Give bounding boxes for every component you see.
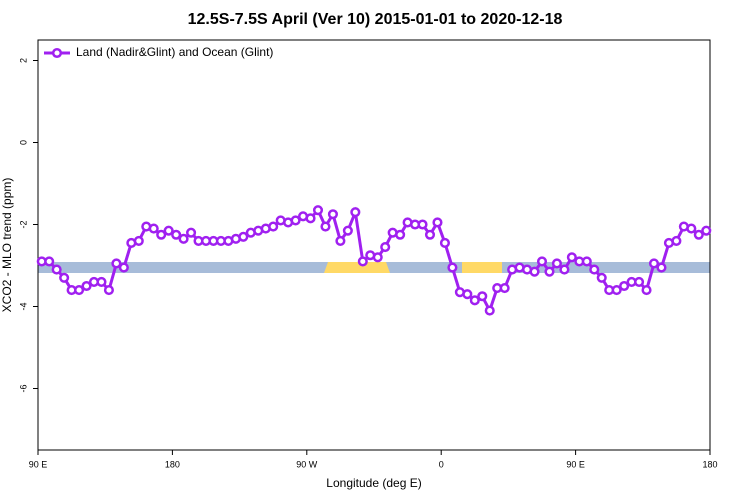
point: [701, 225, 712, 236]
y-axis-label: XCO2 - MLO trend (ppm): [0, 178, 14, 313]
point: [693, 229, 704, 240]
point: [544, 266, 555, 277]
point: [81, 280, 92, 292]
x-tick-label: 90 E: [566, 459, 585, 469]
legend-marker: [51, 47, 63, 59]
point: [312, 205, 324, 216]
x-tick-label: 90 E: [29, 459, 48, 469]
point: [327, 209, 338, 220]
point: [589, 264, 600, 275]
x-tick-label: 180: [702, 459, 717, 469]
land-band: [324, 262, 390, 273]
legend-label: Land (Nadir&Glint) and Ocean (Glint): [76, 45, 273, 59]
y-tick-label: -4: [18, 302, 28, 310]
point: [566, 252, 577, 263]
point: [268, 221, 279, 232]
point: [342, 225, 353, 236]
point: [596, 272, 607, 283]
x-tick-label: 180: [165, 459, 180, 469]
point: [581, 256, 592, 267]
point: [380, 242, 391, 253]
point: [424, 229, 436, 240]
point: [163, 225, 174, 236]
point: [499, 283, 510, 294]
x-axis-label: Longitude (deg E): [326, 476, 421, 490]
point: [439, 237, 450, 248]
surface-band: [38, 262, 710, 273]
point: [477, 291, 488, 302]
point: [529, 266, 540, 277]
point: [417, 219, 428, 230]
point: [469, 295, 480, 306]
point: [350, 207, 361, 218]
point: [619, 280, 630, 292]
point: [357, 256, 368, 267]
x-tick-label: 0: [439, 459, 444, 469]
point: [111, 258, 122, 269]
point: [536, 256, 548, 267]
point: [133, 235, 144, 246]
point: [156, 229, 167, 240]
point: [447, 262, 458, 273]
point: [103, 285, 114, 296]
point: [395, 229, 406, 240]
point: [634, 276, 645, 287]
point: [320, 221, 331, 232]
y-tick-label: -6: [18, 384, 28, 392]
chart-title: 12.5S-7.5S April (Ver 10) 2015-01-01 to …: [188, 11, 563, 28]
point: [551, 258, 562, 269]
land-band: [462, 262, 502, 273]
point: [656, 262, 667, 273]
point: [432, 217, 443, 228]
point: [44, 256, 55, 267]
point: [148, 223, 159, 234]
point: [305, 213, 316, 224]
point: [171, 229, 182, 240]
point: [648, 258, 660, 269]
point: [59, 272, 70, 283]
point: [484, 305, 495, 316]
point: [186, 227, 197, 238]
point: [51, 264, 62, 275]
point: [238, 231, 249, 242]
point: [290, 215, 301, 226]
point: [671, 235, 682, 246]
y-tick-label: -2: [18, 220, 28, 228]
point: [462, 289, 473, 300]
point: [686, 223, 697, 234]
point: [74, 285, 85, 296]
x-tick-label: 90 W: [296, 459, 318, 469]
point: [372, 252, 383, 263]
point: [335, 235, 346, 246]
point: [641, 285, 652, 296]
point: [611, 285, 622, 296]
point: [96, 276, 107, 287]
y-tick-label: 0: [18, 140, 28, 145]
plot-frame: [37, 39, 711, 451]
point: [178, 233, 189, 244]
point: [559, 264, 570, 275]
point: [118, 262, 129, 273]
y-tick-label: 2: [18, 58, 28, 63]
